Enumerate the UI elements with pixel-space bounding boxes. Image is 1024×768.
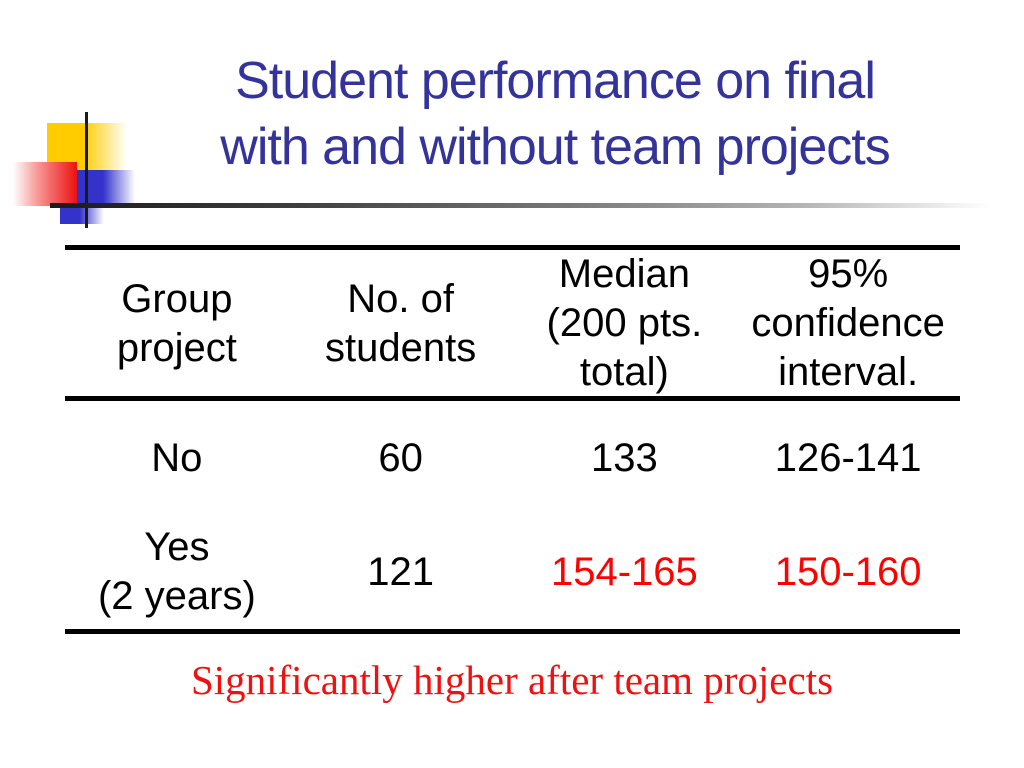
table-header-median: Median (200 pts. total) <box>546 252 703 394</box>
cell-num-students: 121 <box>367 549 434 594</box>
cell-num-students: 60 <box>378 435 423 480</box>
decor-vertical-line <box>85 112 88 228</box>
decor-blue-lower-fade <box>60 203 104 224</box>
decor-blue-lower-square <box>60 203 104 224</box>
table-row-yes-project: Yes (2 years) 121 154-165 150-160 <box>65 515 960 634</box>
cell-confidence-interval: 150-160 <box>774 549 922 594</box>
table-row-no-project: No 60 133 126-141 <box>65 401 960 515</box>
decor-red-fade <box>13 162 77 206</box>
table-header-group-project: Group project <box>116 276 237 370</box>
cell-group-project: Yes (2 years) <box>97 525 256 618</box>
cell-confidence-interval: 126-141 <box>774 435 922 480</box>
decor-horizontal-rule <box>50 203 990 208</box>
cell-group-project: No <box>151 435 203 480</box>
cell-median: 154-165 <box>550 549 698 594</box>
slide-title-line-1: Student performance on final <box>235 52 876 110</box>
cell-median: 133 <box>591 435 658 480</box>
slide-title-line-2: with and without team projects <box>220 118 890 176</box>
slide-title: Student performance on final with and wi… <box>120 48 990 180</box>
table-header-no-of-students: No. of students <box>325 276 477 370</box>
conclusion-text: Significantly higher after team projects <box>190 657 834 703</box>
table-header-row: Group project No. of students Median (20… <box>65 250 960 401</box>
results-table: Group project No. of students Median (20… <box>65 245 960 634</box>
table-header-confidence-interval: 95% confidence interval. <box>751 252 945 394</box>
decor-red-square <box>13 162 77 206</box>
